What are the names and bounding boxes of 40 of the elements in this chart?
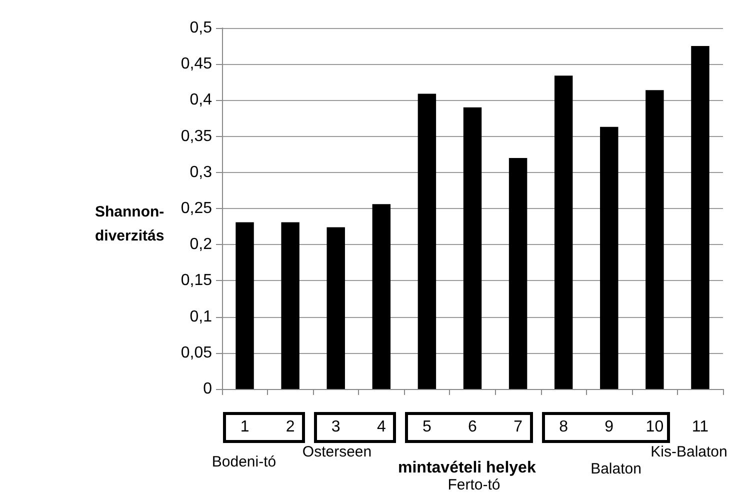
text: Balaton	[590, 460, 642, 478]
y-tick-label: 0,25	[180, 200, 212, 217]
y-tick-label: 0,2	[190, 236, 212, 254]
y-tick-label: 0,4	[190, 92, 212, 109]
x-tick-label: 6	[468, 418, 478, 436]
bar	[554, 76, 573, 389]
x-tick-label: 9	[604, 418, 614, 436]
x-tick-label: 10	[646, 418, 664, 436]
bar	[508, 158, 528, 389]
x-tick-label: 4	[376, 418, 386, 436]
y-tick-label: 0,1	[190, 308, 212, 326]
x-tick-label: 2	[286, 418, 295, 436]
bar	[646, 90, 664, 389]
bar	[372, 204, 391, 389]
x-tick-label: 8	[559, 418, 568, 436]
x-axis-title: mintavételi helyek	[398, 460, 536, 476]
bar	[326, 227, 345, 389]
text: Bodeni-tó	[212, 454, 276, 470]
y-tick-label: 0,5	[190, 20, 212, 36]
x-tick-label: 3	[331, 418, 340, 436]
x-tick-label: 1	[240, 418, 250, 436]
text: Kis-Balaton	[650, 444, 728, 460]
bar	[418, 94, 436, 389]
bar	[236, 222, 254, 389]
bar	[691, 46, 710, 389]
x-tick-label: 5	[422, 418, 432, 436]
y-tick-label: 0,35	[180, 128, 212, 145]
y-tick-label: 0,05	[180, 344, 212, 362]
y-tick-label: 0,45	[180, 56, 212, 73]
bar	[600, 126, 618, 389]
text: Ferto-tó	[448, 476, 500, 494]
y-tick-label: 0,3	[190, 164, 212, 181]
bar	[281, 222, 300, 389]
bar	[463, 107, 482, 389]
x-tick-label: 11	[692, 418, 709, 436]
text: Osterseen	[302, 444, 372, 460]
x-tick-label: 7	[514, 418, 523, 436]
y-axis-title: Shannon-diverzitás	[95, 204, 164, 244]
y-tick-label: 0	[203, 380, 212, 398]
y-tick-label: 0,15	[180, 272, 212, 290]
